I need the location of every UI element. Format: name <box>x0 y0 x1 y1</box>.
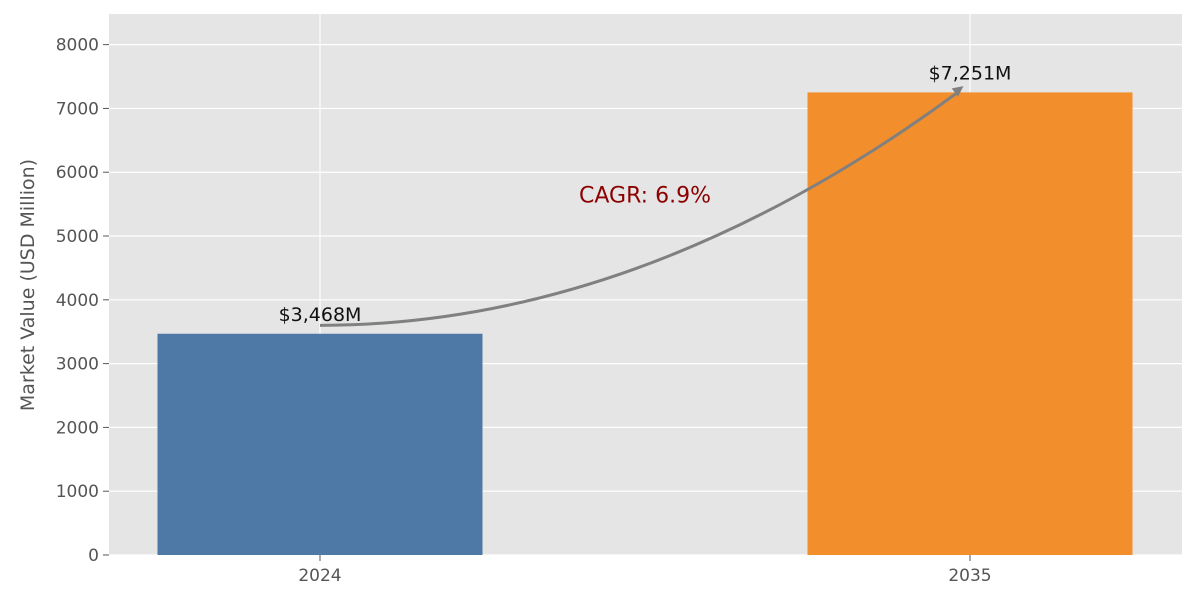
bar-2035 <box>807 92 1133 555</box>
y-axis-label: Market Value (USD Million) <box>17 159 39 411</box>
data-label: $7,251M <box>929 62 1012 84</box>
y-tick-label: 4000 <box>56 291 99 311</box>
x-tick-label: 2024 <box>298 566 341 586</box>
cagr-arrow <box>319 89 961 327</box>
y-tick-label: 8000 <box>56 36 99 56</box>
bar-2024 <box>157 333 483 555</box>
y-tick-label: 6000 <box>56 163 99 183</box>
y-tick-label: 3000 <box>56 355 99 375</box>
cagr-arrowhead <box>951 86 964 97</box>
y-tick-label: 0 <box>88 546 99 566</box>
cagr-annotation: CAGR: 6.9% <box>579 184 711 209</box>
x-tick-label: 2035 <box>948 566 991 586</box>
y-tick-label: 7000 <box>56 99 99 119</box>
y-tick-label: 1000 <box>56 482 99 502</box>
y-tick-label: 5000 <box>56 227 99 247</box>
data-label: $3,468M <box>279 304 362 326</box>
y-tick-label: 2000 <box>56 418 99 438</box>
